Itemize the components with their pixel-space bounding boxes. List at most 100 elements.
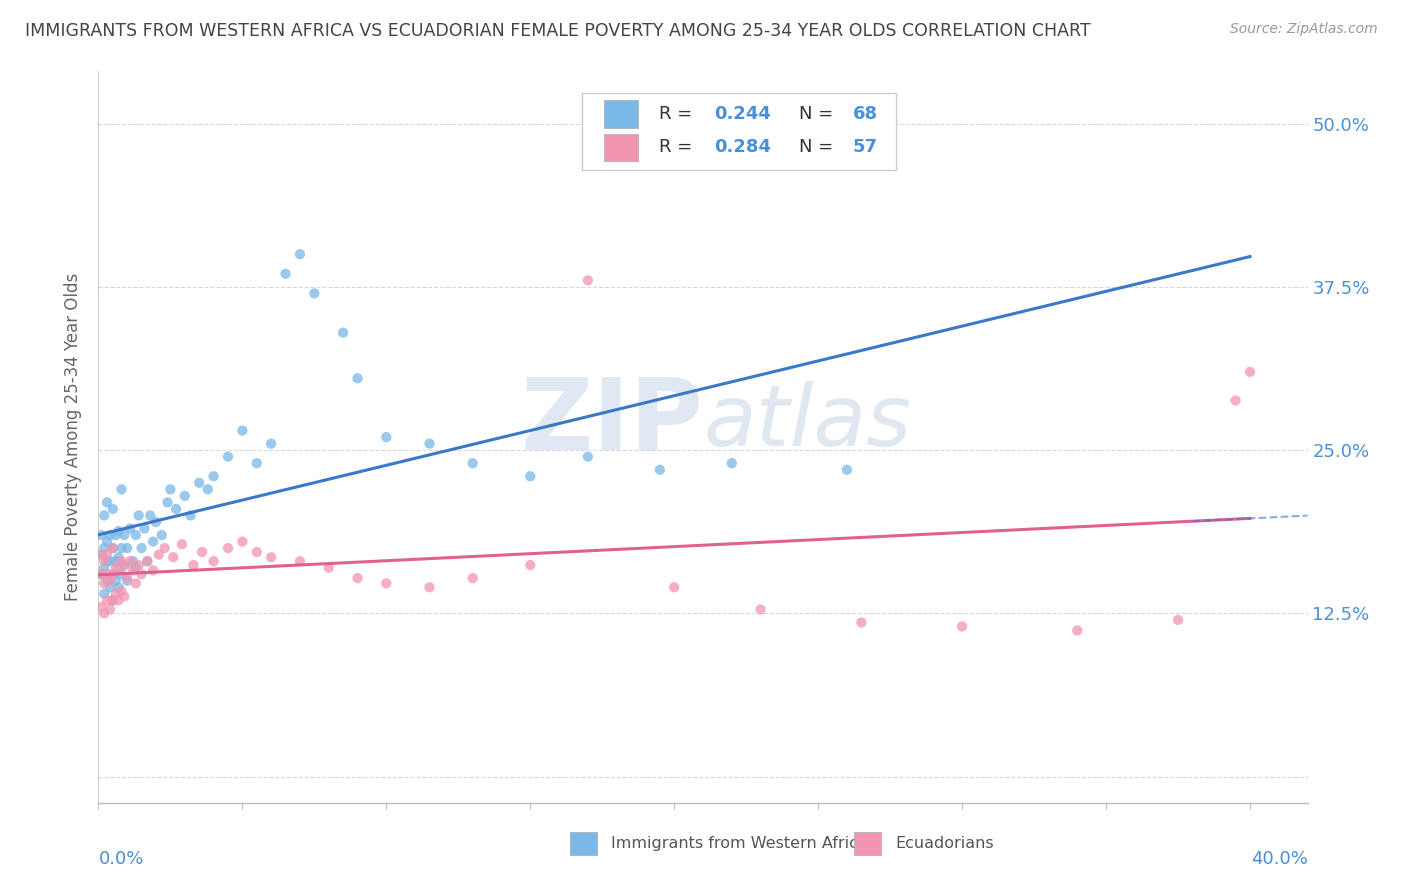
Point <box>101 541 124 555</box>
Point <box>148 548 170 562</box>
Point <box>142 534 165 549</box>
Point <box>98 602 121 616</box>
Text: 40.0%: 40.0% <box>1251 850 1308 868</box>
Point <box>260 436 283 450</box>
Point <box>136 554 159 568</box>
Point <box>170 537 193 551</box>
Text: Source: ZipAtlas.com: Source: ZipAtlas.com <box>1230 22 1378 37</box>
Point <box>107 580 129 594</box>
Point <box>115 571 138 585</box>
Point <box>648 463 671 477</box>
Text: R =: R = <box>659 104 699 123</box>
Point <box>101 567 124 582</box>
Point <box>122 554 145 568</box>
Point <box>217 541 239 555</box>
Text: ZIP: ZIP <box>520 374 703 471</box>
Point <box>93 508 115 523</box>
Point <box>346 571 368 585</box>
Point <box>375 430 398 444</box>
Point <box>145 515 167 529</box>
Point <box>418 580 440 594</box>
Point <box>231 424 253 438</box>
Point <box>112 590 135 604</box>
Point <box>107 550 129 565</box>
Point <box>110 584 132 599</box>
Point <box>418 436 440 450</box>
Text: N =: N = <box>799 138 838 156</box>
Point <box>128 508 150 523</box>
Point <box>112 558 135 573</box>
FancyBboxPatch shape <box>569 832 596 855</box>
Point <box>332 326 354 340</box>
Point <box>180 508 202 523</box>
Point <box>112 528 135 542</box>
Point <box>1066 624 1088 638</box>
Text: 0.244: 0.244 <box>714 104 770 123</box>
Point <box>304 286 326 301</box>
Point <box>183 558 205 573</box>
Point <box>104 528 127 542</box>
Point <box>122 563 145 577</box>
Point <box>104 574 127 588</box>
Point <box>93 554 115 568</box>
Point <box>288 247 311 261</box>
Y-axis label: Female Poverty Among 25-34 Year Olds: Female Poverty Among 25-34 Year Olds <box>65 273 83 601</box>
Point <box>461 571 484 585</box>
Point <box>96 554 118 568</box>
Text: 68: 68 <box>853 104 879 123</box>
Point <box>231 534 253 549</box>
Point <box>120 554 142 568</box>
Point <box>131 541 153 555</box>
Point <box>110 567 132 582</box>
Point <box>851 615 873 630</box>
Point <box>96 534 118 549</box>
Point <box>191 545 214 559</box>
Point <box>246 456 269 470</box>
Point <box>93 587 115 601</box>
Point <box>96 593 118 607</box>
Point <box>90 567 112 582</box>
Point <box>110 554 132 568</box>
Point <box>519 558 541 573</box>
Point <box>202 554 225 568</box>
Point <box>165 502 187 516</box>
Point <box>1225 393 1247 408</box>
Point <box>125 528 148 542</box>
Text: N =: N = <box>799 104 838 123</box>
Point <box>101 567 124 582</box>
Point <box>107 524 129 538</box>
Point <box>93 607 115 621</box>
Point <box>217 450 239 464</box>
Point <box>197 483 219 497</box>
Point <box>134 521 156 535</box>
Point <box>346 371 368 385</box>
FancyBboxPatch shape <box>603 100 638 128</box>
Point <box>115 541 138 555</box>
Point <box>375 576 398 591</box>
Point <box>90 528 112 542</box>
Point <box>835 463 858 477</box>
Point <box>139 508 162 523</box>
Point <box>142 563 165 577</box>
Point <box>93 560 115 574</box>
Point <box>110 541 132 555</box>
Point <box>318 560 340 574</box>
Point <box>101 502 124 516</box>
Point <box>128 558 150 573</box>
Point <box>950 619 973 633</box>
Point <box>288 554 311 568</box>
Point <box>96 548 118 562</box>
Point <box>125 560 148 574</box>
Point <box>93 576 115 591</box>
Point <box>90 548 112 562</box>
Point <box>159 483 181 497</box>
Point <box>156 495 179 509</box>
Point <box>104 560 127 574</box>
Point <box>1239 365 1261 379</box>
Point <box>90 548 112 562</box>
Text: Ecuadorians: Ecuadorians <box>896 837 994 851</box>
Point <box>173 489 195 503</box>
Point <box>107 593 129 607</box>
Point <box>720 456 742 470</box>
Text: IMMIGRANTS FROM WESTERN AFRICA VS ECUADORIAN FEMALE POVERTY AMONG 25-34 YEAR OLD: IMMIGRANTS FROM WESTERN AFRICA VS ECUADO… <box>25 22 1091 40</box>
